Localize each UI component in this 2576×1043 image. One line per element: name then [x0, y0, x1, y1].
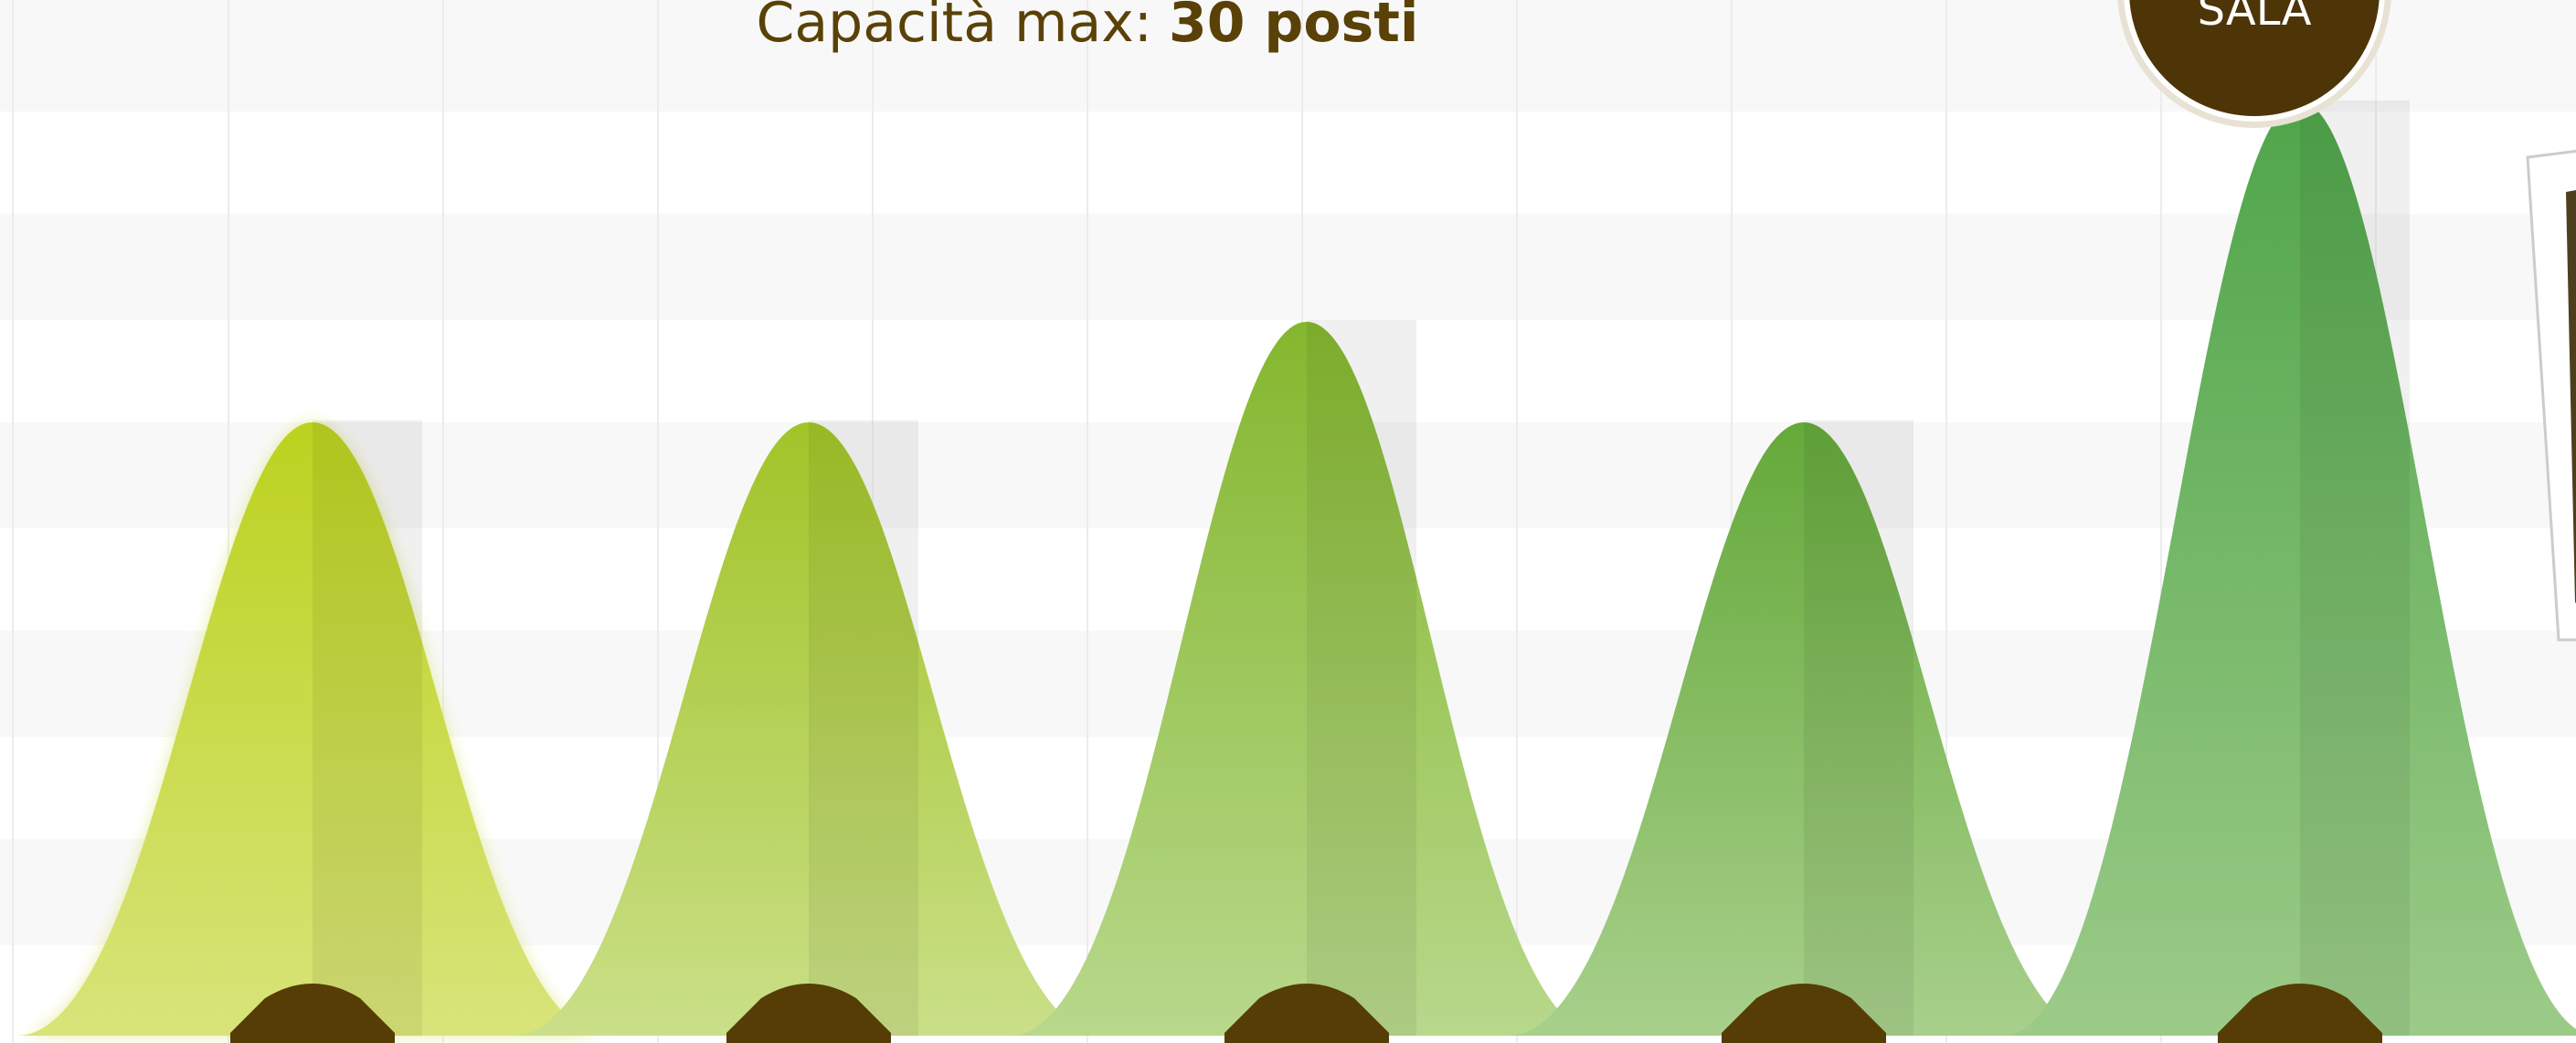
title: Capacità max: 30 posti	[757, 0, 1419, 55]
peak	[16, 422, 609, 1036]
title-label: Capacità max:	[757, 0, 1152, 55]
badge: SALA	[2117, 0, 2391, 128]
title-value: 30 posti	[1169, 0, 1419, 55]
peak	[513, 422, 1105, 1036]
peak	[1508, 422, 2100, 1036]
markers	[230, 984, 2382, 1043]
peaks	[16, 101, 2576, 1036]
badge-label: SALA	[2198, 0, 2312, 36]
peak	[1011, 322, 1603, 1036]
peak	[2004, 101, 2576, 1036]
note-paper	[2526, 149, 2576, 642]
